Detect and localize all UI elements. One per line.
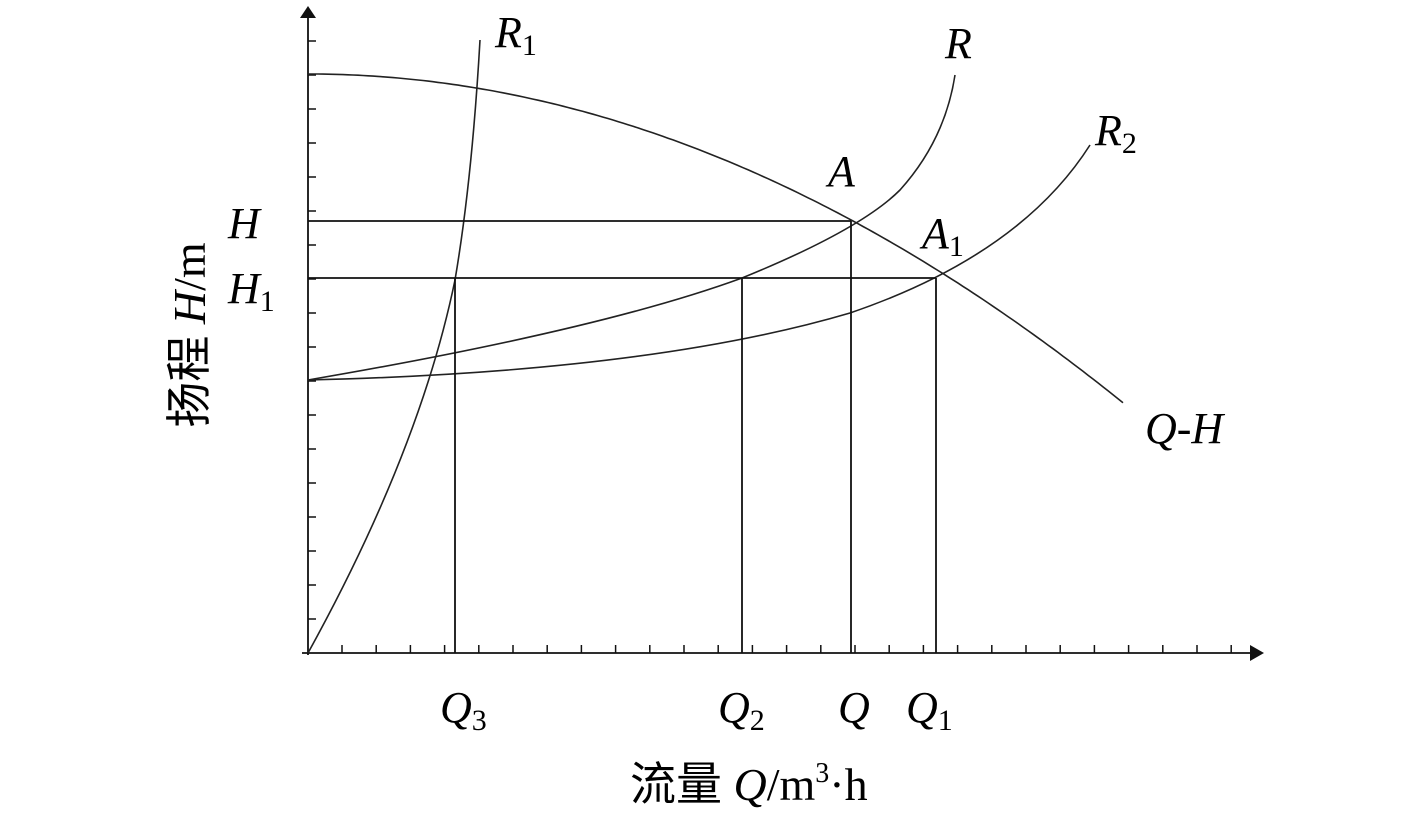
- label-sub: 3: [472, 704, 487, 737]
- y-title-unit: /m: [164, 242, 215, 291]
- q-h-curve: [308, 73, 1124, 404]
- label-text: H: [227, 264, 262, 313]
- label-text: Q: [906, 683, 938, 732]
- x-arrow: [1250, 645, 1264, 661]
- label-h1: H1: [227, 264, 275, 318]
- label-sub: 1: [260, 285, 275, 318]
- label-sub: 2: [750, 704, 765, 737]
- label-text: R: [494, 8, 522, 57]
- label-text: H: [227, 199, 262, 248]
- label-q3: Q3: [440, 683, 487, 737]
- label-sub: 1: [949, 230, 964, 263]
- y-axis-title: 扬程 H/m: [164, 242, 215, 428]
- label-sub: 1: [522, 29, 537, 62]
- y-title-symbol: H: [164, 288, 215, 325]
- label-q2: Q2: [718, 683, 765, 737]
- label-text: R: [1094, 106, 1122, 155]
- label-text: Q: [838, 683, 870, 732]
- label-text: Q: [440, 683, 472, 732]
- label-text: A: [919, 209, 950, 258]
- label-r: R: [944, 19, 972, 68]
- y-title-prefix: 扬程: [164, 324, 215, 428]
- label-text: A: [825, 147, 856, 196]
- r1-curve: [307, 39, 481, 654]
- label-sub: 2: [1122, 127, 1137, 160]
- label-r1: R1: [494, 8, 537, 62]
- label-q: Q: [838, 683, 870, 732]
- label-h: H: [227, 199, 262, 248]
- label-text: Q: [718, 683, 750, 732]
- x-title-sup: 3: [815, 758, 829, 789]
- x-title-prefix: 流量: [630, 759, 734, 810]
- ticks: [308, 40, 1232, 653]
- label-a1: A1: [919, 209, 964, 263]
- label-qh: Q-H: [1145, 404, 1225, 453]
- label-sub: 1: [938, 704, 953, 737]
- label-text: R: [944, 19, 972, 68]
- label-r2: R2: [1094, 106, 1137, 160]
- label-a: A: [825, 147, 856, 196]
- r2-curve: [307, 144, 1091, 381]
- r-curve: [307, 74, 956, 381]
- x-title-tail: ·h: [829, 759, 867, 810]
- y-arrow: [300, 6, 316, 18]
- x-title-symbol: Q: [734, 759, 767, 810]
- label-text: Q-H: [1145, 404, 1225, 453]
- x-axis-title: 流量 Q/m3·h: [630, 758, 868, 810]
- x-title-unit: /m: [767, 759, 816, 810]
- label-q1: Q1: [906, 683, 953, 737]
